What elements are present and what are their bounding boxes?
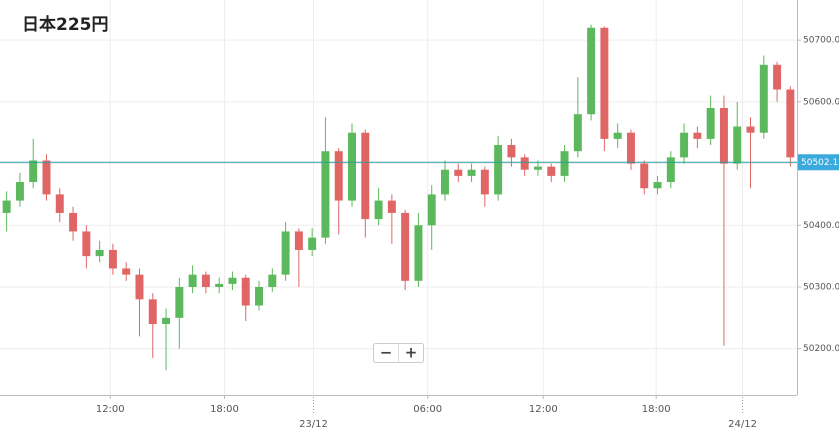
- y-tick-label: 50600.0: [803, 97, 839, 107]
- candle-body: [507, 145, 516, 158]
- candle-body: [348, 132, 356, 201]
- x-tick-label: 12:00: [96, 404, 125, 415]
- grid: [0, 0, 797, 395]
- candle-body: [401, 212, 410, 281]
- last-price-label: 50502.1: [801, 158, 838, 168]
- candle-body: [148, 299, 157, 325]
- candle-body: [2, 200, 11, 213]
- candle-body: [640, 163, 649, 189]
- candle-body: [308, 237, 317, 250]
- candle-body: [573, 114, 582, 152]
- y-tick-label: 50700.0: [803, 36, 839, 46]
- candle-body: [15, 182, 24, 201]
- candle-body: [135, 274, 144, 300]
- chart-title: 日本225円: [22, 14, 109, 35]
- candle-body: [175, 286, 184, 318]
- candle-body: [533, 166, 542, 170]
- candle-body: [733, 126, 742, 164]
- y-tick-label: 50200.0: [803, 344, 839, 354]
- candle-body: [520, 157, 529, 170]
- candle-body: [162, 317, 171, 325]
- candles: [2, 24, 795, 371]
- candle-body: [441, 169, 449, 195]
- zoom-in-button[interactable]: +: [405, 344, 418, 362]
- candle-body: [294, 231, 303, 250]
- date-tick-label: 23/12: [299, 419, 328, 430]
- candle-body: [626, 132, 635, 164]
- candle-body: [95, 249, 104, 257]
- candle-body: [666, 157, 675, 183]
- candle-body: [268, 274, 277, 287]
- candle-body: [374, 200, 383, 220]
- candle-body: [55, 194, 64, 213]
- candle-body: [427, 194, 436, 226]
- candle-body: [467, 169, 476, 176]
- candle-body: [387, 200, 396, 213]
- candle-body: [480, 169, 489, 195]
- candle-body: [108, 249, 117, 269]
- candle-body: [693, 132, 702, 139]
- candle-body: [334, 151, 343, 201]
- candle-body: [560, 151, 569, 176]
- candle-body: [786, 89, 795, 158]
- candle-body: [613, 132, 622, 139]
- candle-body: [759, 64, 768, 133]
- candle-body: [746, 126, 755, 133]
- candle-body: [201, 274, 210, 287]
- candle-body: [241, 277, 250, 306]
- candle-body: [494, 145, 503, 195]
- y-tick-label: 50300.0: [803, 282, 839, 292]
- candle-body: [600, 27, 609, 139]
- candle-body: [255, 286, 264, 306]
- candle-body: [706, 108, 715, 139]
- candle-body: [29, 160, 38, 183]
- candle-body: [680, 132, 689, 158]
- y-tick-label: 50400.0: [803, 221, 839, 231]
- candle-body: [547, 166, 556, 176]
- x-tick-label: 06:00: [413, 404, 442, 415]
- x-tick-label: 18:00: [642, 404, 671, 415]
- candle-body: [719, 108, 728, 164]
- candle-body: [42, 160, 51, 195]
- date-tick-label: 24/12: [728, 419, 757, 430]
- x-tick-label: 18:00: [210, 404, 239, 415]
- candle-body: [228, 277, 237, 284]
- candle-body: [69, 212, 78, 232]
- candle-body: [773, 64, 782, 90]
- candle-body: [122, 268, 131, 275]
- candle-body: [82, 231, 91, 257]
- last-price-box: [798, 154, 839, 171]
- candle-body: [215, 283, 224, 287]
- candle-body: [188, 274, 197, 287]
- candle-body: [281, 231, 290, 275]
- candle-body: [414, 225, 423, 281]
- zoom-out-button[interactable]: −: [380, 344, 393, 362]
- candle-body: [587, 27, 596, 115]
- candle-body: [361, 132, 370, 220]
- candle-body: [454, 169, 463, 176]
- candle-body: [653, 182, 662, 189]
- zoom-controls: − +: [373, 343, 424, 363]
- candle-body: [321, 151, 330, 238]
- x-tick-label: 12:00: [529, 404, 558, 415]
